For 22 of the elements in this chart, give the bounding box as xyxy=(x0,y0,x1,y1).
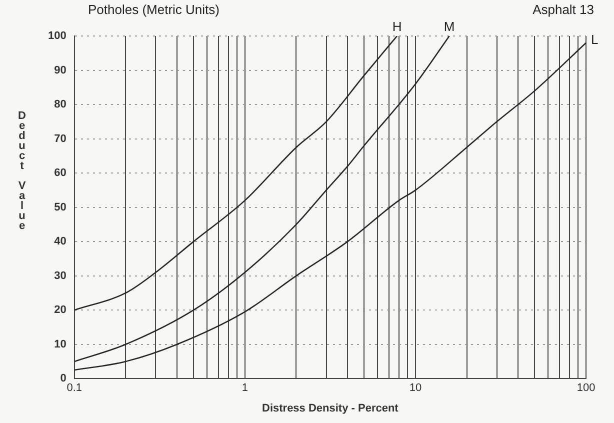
y-tick-label: 50 xyxy=(54,201,66,214)
x-tick-label: 100 xyxy=(576,382,596,394)
y-axis-title: Deduct Value xyxy=(16,110,28,230)
y-tick-label: 70 xyxy=(54,132,66,145)
y-tick-label: 80 xyxy=(54,98,66,111)
chart-title: Potholes (Metric Units) xyxy=(88,2,220,17)
y-tick-label: 60 xyxy=(54,167,66,180)
y-tick-label: 10 xyxy=(54,338,66,350)
y-tick-label: 90 xyxy=(54,64,66,76)
series-label: L xyxy=(591,32,598,47)
y-tick-label: 0 xyxy=(60,372,66,385)
y-tick-label: 40 xyxy=(54,236,66,248)
series-label: H xyxy=(392,19,402,34)
series-label: M xyxy=(444,19,455,34)
y-tick-label: 20 xyxy=(54,304,66,316)
y-tick-label: 30 xyxy=(54,270,66,282)
x-axis-title: Distress Density - Percent xyxy=(262,402,399,414)
x-tick-label: 10 xyxy=(409,382,422,394)
y-tick-label: 100 xyxy=(48,30,66,42)
x-tick-label: 1 xyxy=(242,382,248,394)
x-tick-label: 0.1 xyxy=(66,382,82,394)
text: Asphalt 13 xyxy=(532,2,594,17)
